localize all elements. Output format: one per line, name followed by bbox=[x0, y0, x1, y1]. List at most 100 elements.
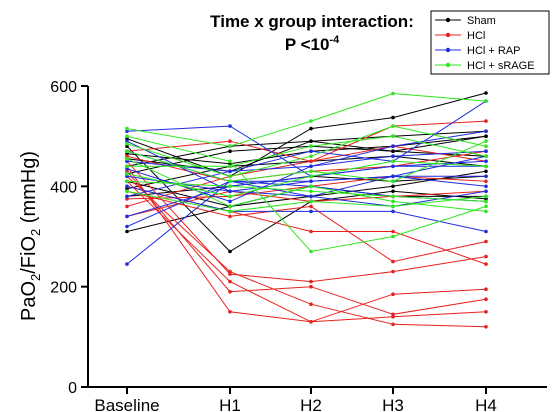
data-point bbox=[309, 204, 313, 209]
data-point bbox=[391, 229, 395, 234]
data-point bbox=[391, 204, 395, 209]
data-point bbox=[228, 159, 232, 164]
data-point bbox=[309, 189, 313, 194]
data-point bbox=[125, 214, 129, 219]
data-point bbox=[391, 292, 395, 297]
y-tick-label: 400 bbox=[50, 179, 77, 196]
series-hcl-srage bbox=[125, 91, 488, 254]
series-line bbox=[126, 92, 487, 147]
data-point bbox=[125, 156, 129, 161]
series-line bbox=[126, 166, 487, 323]
y-ticks: 0 200 400 600 bbox=[50, 79, 88, 397]
data-point bbox=[125, 151, 129, 156]
legend-label: Sham bbox=[467, 15, 496, 27]
x-tick-label-h4: H4 bbox=[475, 396, 497, 412]
y-tick-label: 600 bbox=[50, 79, 77, 96]
data-point bbox=[228, 189, 232, 194]
data-point bbox=[484, 204, 488, 209]
y-tick-label: 0 bbox=[68, 380, 77, 397]
data-point bbox=[391, 259, 395, 264]
data-point bbox=[125, 139, 129, 143]
data-point bbox=[484, 149, 488, 153]
data-point bbox=[484, 310, 488, 314]
data-point bbox=[484, 99, 488, 103]
data-point bbox=[309, 126, 313, 131]
data-point bbox=[484, 174, 488, 179]
data-point bbox=[309, 199, 313, 204]
data-point bbox=[228, 184, 232, 189]
data-point bbox=[391, 189, 395, 194]
data-point bbox=[309, 174, 313, 179]
data-point bbox=[125, 189, 129, 194]
legend: Sham HCl HCl + RAP HCl + sRAGE bbox=[430, 10, 550, 75]
data-point bbox=[391, 115, 395, 120]
data-point bbox=[228, 124, 232, 128]
data-point bbox=[391, 134, 395, 138]
data-point bbox=[125, 172, 129, 176]
data-point bbox=[228, 310, 232, 314]
series-hcl bbox=[125, 119, 488, 329]
data-point bbox=[228, 209, 232, 214]
data-point bbox=[484, 189, 488, 194]
data-point bbox=[125, 262, 129, 266]
y-axis-label-part: 2 bbox=[28, 229, 43, 236]
data-point bbox=[125, 229, 129, 234]
data-point bbox=[391, 144, 395, 148]
legend-swatch-marker bbox=[445, 47, 451, 53]
data-point bbox=[125, 126, 129, 131]
data-point bbox=[484, 199, 488, 204]
data-point bbox=[309, 144, 313, 148]
data-point bbox=[228, 269, 232, 274]
data-point bbox=[125, 187, 129, 191]
data-point bbox=[125, 144, 129, 148]
data-point bbox=[309, 164, 313, 169]
data-point bbox=[125, 224, 129, 229]
data-point bbox=[228, 279, 232, 284]
data-point bbox=[484, 91, 488, 95]
data-point bbox=[309, 154, 313, 158]
data-point bbox=[309, 320, 313, 324]
data-point bbox=[125, 169, 129, 174]
data-point bbox=[391, 234, 395, 239]
chart-title-line2: P <10-4 bbox=[285, 34, 340, 54]
data-point bbox=[125, 134, 129, 138]
data-point bbox=[309, 184, 313, 189]
x-tick-labels: Baseline H1 H2 H3 H4 bbox=[94, 387, 497, 412]
data-point bbox=[484, 287, 488, 292]
data-point bbox=[391, 159, 395, 164]
y-axis-label-part: PaO bbox=[18, 281, 40, 321]
data-point bbox=[125, 149, 129, 153]
data-point bbox=[391, 164, 395, 169]
data-point bbox=[391, 124, 395, 128]
data-point bbox=[309, 169, 313, 174]
data-point bbox=[309, 229, 313, 234]
data-point bbox=[391, 322, 395, 327]
data-point bbox=[391, 315, 395, 319]
data-point bbox=[228, 139, 232, 143]
data-point bbox=[484, 134, 488, 138]
data-point bbox=[125, 159, 129, 164]
legend-label: HCl + RAP bbox=[467, 45, 521, 57]
data-point bbox=[484, 194, 488, 199]
data-point bbox=[484, 254, 488, 259]
data-point bbox=[125, 204, 129, 209]
data-point bbox=[228, 272, 232, 276]
data-point bbox=[484, 229, 488, 234]
data-point bbox=[228, 149, 232, 153]
data-point bbox=[125, 179, 129, 184]
y-tick-label: 200 bbox=[50, 280, 77, 297]
data-point bbox=[484, 154, 488, 158]
data-point bbox=[391, 269, 395, 274]
data-point bbox=[125, 154, 129, 158]
data-point bbox=[391, 194, 395, 199]
data-point bbox=[484, 262, 488, 266]
data-point bbox=[309, 302, 313, 307]
data-point bbox=[228, 199, 232, 204]
data-point bbox=[391, 184, 395, 189]
chart-title-line1: Time x group interaction: bbox=[210, 12, 414, 31]
data-point bbox=[228, 214, 232, 219]
data-point bbox=[309, 159, 313, 164]
y-axis-label: PaO2/FiO2 (mmHg) bbox=[18, 151, 43, 321]
data-point bbox=[484, 159, 488, 164]
